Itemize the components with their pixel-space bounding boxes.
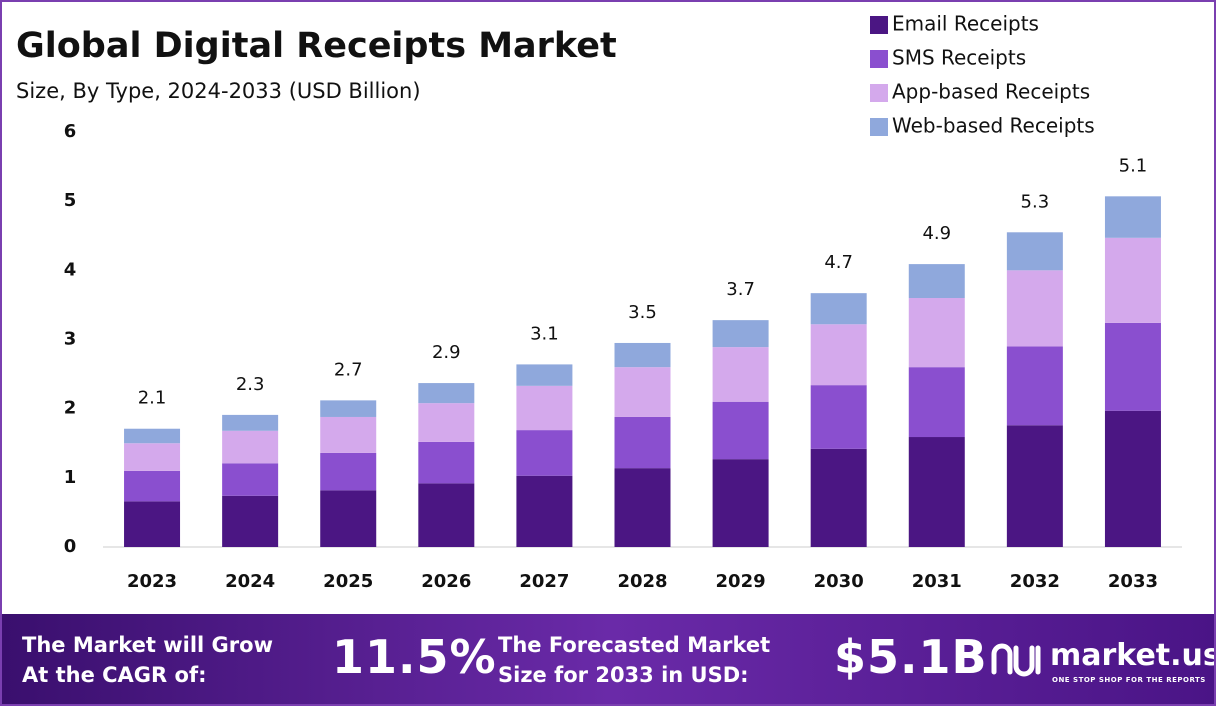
bar-segment xyxy=(908,437,965,547)
bar-segment xyxy=(908,264,965,298)
legend-label: Email Receipts xyxy=(892,12,1039,36)
y-tick-label: 4 xyxy=(64,259,77,280)
bar-segment xyxy=(614,468,671,547)
bar-segment xyxy=(124,470,181,502)
y-tick-label: 2 xyxy=(64,398,77,419)
total-label: 3.7 xyxy=(726,279,755,300)
bar-segment xyxy=(320,400,377,417)
x-tick-label: 2030 xyxy=(814,571,864,592)
x-tick-label: 2024 xyxy=(225,571,275,592)
total-label: 5.3 xyxy=(1021,191,1050,212)
x-tick-label: 2023 xyxy=(127,571,177,592)
x-tick-label: 2027 xyxy=(519,571,569,592)
total-label: 3.1 xyxy=(530,323,559,344)
bar-segment xyxy=(222,414,279,431)
bar-segment xyxy=(418,383,475,404)
bar-segment xyxy=(908,367,965,438)
bar-segment xyxy=(1006,232,1063,271)
bar-segment xyxy=(418,403,475,442)
cagr-value: 11.5% xyxy=(332,630,497,684)
y-tick-label: 5 xyxy=(64,190,77,211)
legend-swatch xyxy=(870,50,888,68)
bar-segment xyxy=(1006,346,1063,426)
y-tick-label: 6 xyxy=(64,121,77,142)
x-tick-label: 2025 xyxy=(323,571,373,592)
bar-segment xyxy=(516,430,573,476)
bar-segment xyxy=(614,342,671,368)
x-tick-label: 2033 xyxy=(1108,571,1158,592)
x-tick-label: 2026 xyxy=(421,571,471,592)
legend-swatch xyxy=(870,118,888,136)
bar-segment xyxy=(516,385,573,431)
forecast-value: $5.1B xyxy=(834,630,988,684)
x-tick-label: 2032 xyxy=(1010,571,1060,592)
total-label: 4.9 xyxy=(922,223,951,244)
bar-segment xyxy=(1006,270,1063,347)
bar-segment xyxy=(810,448,867,547)
chart-title: Global Digital Receipts Market xyxy=(16,26,617,66)
text: The Forecasted Market xyxy=(498,633,771,657)
total-label: 3.5 xyxy=(628,302,657,323)
bar-segment xyxy=(516,475,573,547)
y-tick-label: 0 xyxy=(64,536,77,557)
bar-segment xyxy=(418,441,475,484)
bar-segment xyxy=(320,416,377,453)
bar-segment xyxy=(124,428,181,444)
text: The Market will Grow xyxy=(22,633,273,657)
bar-segment xyxy=(222,495,279,547)
bar-segment xyxy=(1104,196,1161,238)
bar-segment xyxy=(614,367,671,417)
bar-segment xyxy=(222,430,279,464)
total-label: 2.1 xyxy=(138,388,167,409)
chart: Global Digital Receipts Market Size, By … xyxy=(16,12,1182,592)
bar-segment xyxy=(810,293,867,325)
total-label: 5.1 xyxy=(1119,155,1148,176)
bar-segment xyxy=(712,459,769,547)
bar-segment xyxy=(712,320,769,348)
legend-label: App-based Receipts xyxy=(892,80,1090,104)
legend-label: Web-based Receipts xyxy=(892,114,1095,138)
logo xyxy=(991,643,1041,677)
bar-segment xyxy=(712,347,769,402)
bar-segment xyxy=(614,416,671,469)
x-tick-label: 2029 xyxy=(716,571,766,592)
bar-segment xyxy=(1104,410,1161,547)
x-tick-label: 2028 xyxy=(617,571,667,592)
legend-swatch xyxy=(870,16,888,34)
bar-segment xyxy=(712,401,769,460)
total-label: 2.3 xyxy=(236,374,265,395)
bar-segment xyxy=(810,385,867,449)
bar-segment xyxy=(1006,425,1063,547)
bar-segment xyxy=(124,443,181,471)
forecast-text: The Forecasted Market Size for 2033 in US… xyxy=(498,630,770,690)
bar-segment xyxy=(124,501,181,547)
tagline: ONE STOP SHOP FOR THE REPORTS xyxy=(1052,676,1206,684)
y-tick-label: 3 xyxy=(64,329,77,350)
bar-segment xyxy=(810,324,867,386)
brand: market.us xyxy=(1050,638,1216,673)
text: At the CAGR of: xyxy=(22,663,207,687)
total-label: 2.7 xyxy=(334,359,363,380)
bar-segment xyxy=(1104,237,1161,323)
total-label: 4.7 xyxy=(824,252,853,273)
y-tick-label: 1 xyxy=(64,467,77,488)
bar-segment xyxy=(320,452,377,491)
footer-banner: The Market will Grow At the CAGR of: 11.5… xyxy=(2,614,1216,704)
total-label: 2.9 xyxy=(432,342,461,363)
bar-segment xyxy=(418,483,475,547)
bar-segment xyxy=(1104,322,1161,411)
chart-subtitle: Size, By Type, 2024-2033 (USD Billion) xyxy=(16,79,421,103)
text: Size for 2033 in USD: xyxy=(498,663,749,687)
bar-segment xyxy=(222,463,279,496)
bar-segment xyxy=(908,298,965,368)
x-tick-label: 2031 xyxy=(912,571,962,592)
legend-swatch xyxy=(870,84,888,102)
cagr-text: The Market will Grow At the CAGR of: xyxy=(22,630,273,690)
bar-segment xyxy=(516,364,573,386)
bar-segment xyxy=(320,490,377,547)
legend-label: SMS Receipts xyxy=(892,46,1026,70)
